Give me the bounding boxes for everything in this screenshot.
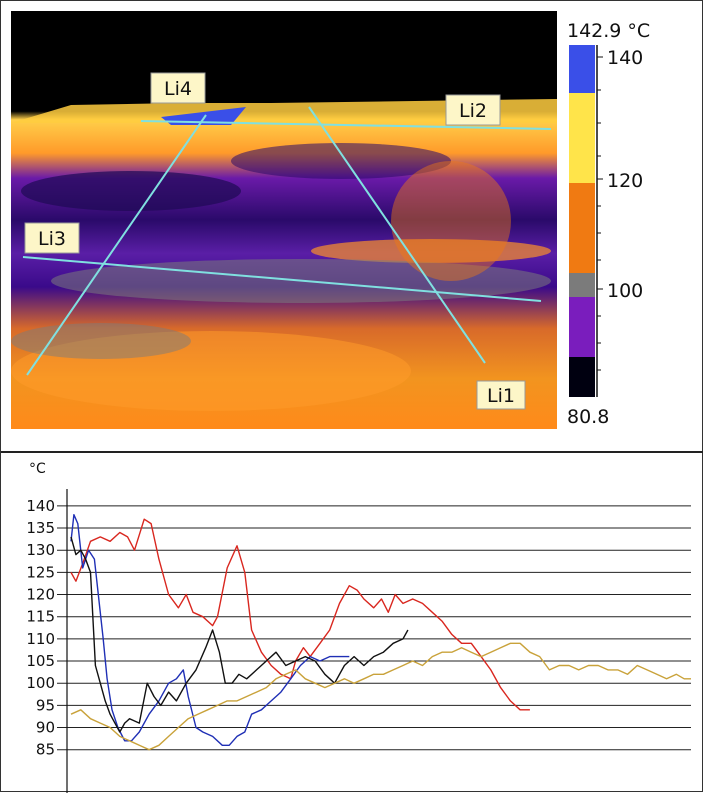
line-li2 [140,120,552,130]
thermal-panel: Li1 Li2 Li3 Li4 142.9 °C [1,1,703,453]
line-label-li1: Li1 [476,380,526,410]
y-tick-label-120: 120 [26,586,55,604]
svg-text:Li2: Li2 [459,100,487,122]
y-tick-label-125: 125 [26,563,55,581]
scale-min-label: 80.8 [567,406,609,428]
y-tick-label-115: 115 [26,608,55,626]
line-label-li4: Li4 [150,72,206,104]
line-li4 [26,114,207,376]
series-line-1 [70,518,530,711]
warm-patch-right [391,161,511,281]
y-tick-label-100: 100 [26,674,55,692]
scale-max-label: 142.9 °C [567,20,650,42]
scale-segment-low [569,297,595,357]
profile-chart: °C 140 135 130 125 120 115 110 105 100 95 90 85 [26,461,691,793]
y-tick-label-95: 95 [36,696,55,714]
series-lines [70,514,691,751]
series-line-4 [70,642,691,751]
scale-ticks [597,56,603,371]
y-tick-label-135: 135 [26,519,55,537]
scale-tick-140: 140 [607,47,643,69]
y-tick-label-90: 90 [36,719,55,737]
y-tick-label-105: 105 [26,652,55,670]
cold-zone-b [231,143,451,179]
y-tick-label-130: 130 [26,541,55,559]
hot-spot-blue [161,107,246,125]
scale-tick-100: 100 [607,280,643,302]
scale-tick-120: 120 [607,170,643,192]
svg-text:Li3: Li3 [38,228,66,250]
scale-segment-upper [569,93,595,183]
grid [57,505,691,751]
y-tick-labels: 140 135 130 125 120 115 110 105 100 95 90 85 [26,497,55,759]
warm-streak [311,239,551,263]
line-li3 [22,256,542,302]
scale-segment-bottom [569,357,595,397]
line-label-li2: Li2 [445,94,501,126]
series-line-2 [70,514,350,746]
temperature-scale: 142.9 °C 140 120 100 80.8 [567,20,650,428]
svg-text:Li4: Li4 [164,78,192,100]
roof-edge-hotband [11,99,557,123]
svg-text:Li1: Li1 [487,385,515,407]
y-tick-label-140: 140 [26,497,55,515]
cold-zone-a [21,171,241,211]
line-li1 [308,106,486,364]
line-label-li3: Li3 [24,222,80,254]
profile-lines [22,106,552,376]
y-tick-label-85: 85 [36,741,55,759]
profile-chart-panel: °C 140 135 130 125 120 115 110 105 100 95 90 85 [1,453,703,793]
y-unit-label: °C [29,461,46,477]
scale-segment-top [569,45,595,93]
scale-segment-mid [569,183,595,273]
thermal-image: Li1 Li2 Li3 Li4 [11,11,557,429]
gray-patch-left [11,323,191,359]
scale-segment-gray [569,273,595,297]
series-line-3 [70,536,409,733]
y-tick-label-110: 110 [26,630,55,648]
